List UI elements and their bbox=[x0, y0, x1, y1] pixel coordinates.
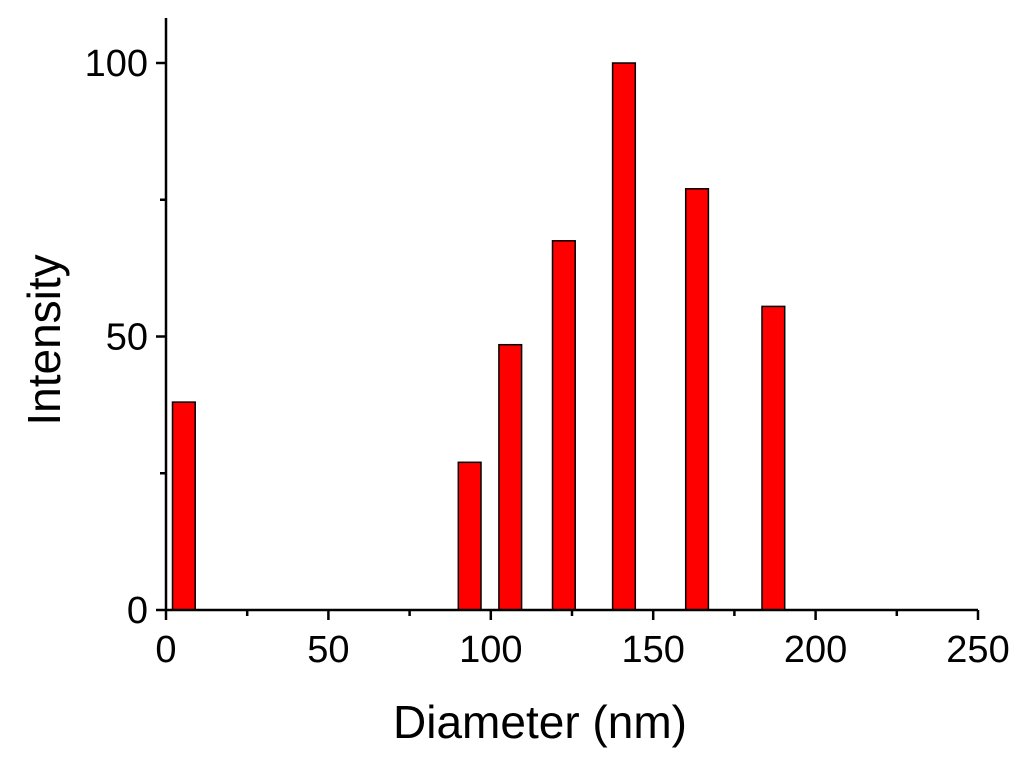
bar-1 bbox=[457, 461, 482, 611]
y-tick-label-0: 0 bbox=[127, 590, 148, 632]
x-tick-label-250: 250 bbox=[946, 629, 1009, 671]
x-tick-label-0: 0 bbox=[155, 629, 176, 671]
bar-2 bbox=[498, 343, 523, 611]
y-axis-title: Intensity bbox=[18, 254, 70, 425]
y-tick-label-50: 50 bbox=[106, 317, 148, 359]
x-tick-label-50: 50 bbox=[307, 629, 349, 671]
x-tick-label-150: 150 bbox=[621, 629, 684, 671]
bar-6 bbox=[761, 305, 786, 611]
x-tick-label-200: 200 bbox=[784, 629, 847, 671]
bars-group bbox=[171, 62, 786, 611]
y-tick-label-100: 100 bbox=[85, 43, 148, 85]
bar-0 bbox=[171, 401, 196, 611]
bar-3 bbox=[551, 240, 576, 611]
axes-group: 0 50 100 150 200 250 0 50 100 bbox=[85, 18, 1010, 671]
bar-5 bbox=[684, 188, 710, 611]
x-tick-label-100: 100 bbox=[459, 629, 522, 671]
x-axis-title: Diameter (nm) bbox=[393, 696, 687, 748]
bar-4 bbox=[611, 62, 637, 611]
